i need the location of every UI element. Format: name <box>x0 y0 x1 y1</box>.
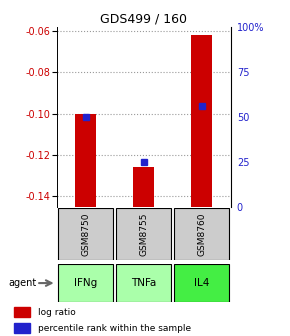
Bar <box>133 167 154 207</box>
FancyBboxPatch shape <box>174 208 229 260</box>
Bar <box>14 323 30 333</box>
Text: TNFa: TNFa <box>131 278 156 288</box>
FancyBboxPatch shape <box>58 208 113 260</box>
Text: agent: agent <box>9 278 37 288</box>
FancyBboxPatch shape <box>58 264 113 302</box>
Text: GSM8755: GSM8755 <box>139 213 148 256</box>
Text: IFNg: IFNg <box>74 278 97 288</box>
Bar <box>14 307 30 318</box>
Bar <box>191 35 212 207</box>
Text: log ratio: log ratio <box>38 307 76 317</box>
FancyBboxPatch shape <box>116 264 171 302</box>
Text: GSM8750: GSM8750 <box>81 213 90 256</box>
Bar <box>75 114 96 207</box>
Text: IL4: IL4 <box>194 278 209 288</box>
Title: GDS499 / 160: GDS499 / 160 <box>100 13 187 26</box>
FancyBboxPatch shape <box>174 264 229 302</box>
Text: GSM8760: GSM8760 <box>197 213 206 256</box>
Text: percentile rank within the sample: percentile rank within the sample <box>38 324 191 333</box>
FancyBboxPatch shape <box>116 208 171 260</box>
